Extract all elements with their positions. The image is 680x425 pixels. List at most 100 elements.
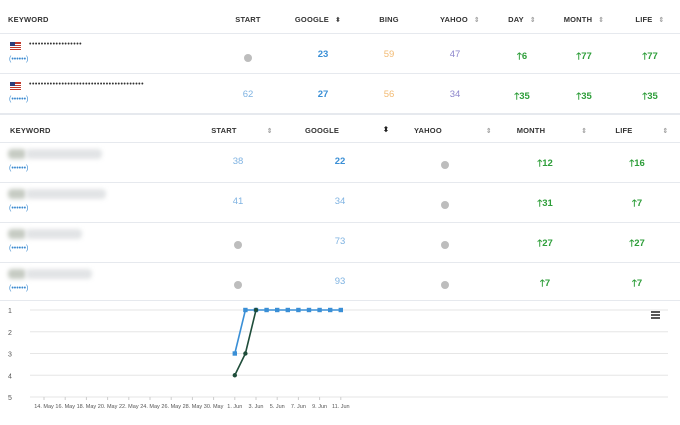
y-tick-label: 2 xyxy=(8,330,12,337)
table-row[interactable]: (••••••) 41 34 🡑31 🡑7 xyxy=(0,183,680,223)
day-change-value: 6 xyxy=(521,51,528,62)
month-change-value: 31 xyxy=(542,198,553,209)
sort-icon[interactable]: ⇕ xyxy=(485,128,492,135)
col-month[interactable]: MONTH ⇕ xyxy=(560,15,608,24)
life-change-value: 27 xyxy=(634,238,645,249)
col-month[interactable]: MONTH ⇕ xyxy=(506,126,598,135)
col-google[interactable]: GOOGLE xyxy=(300,126,344,135)
yahoo-value xyxy=(425,236,465,254)
blurred-flag xyxy=(8,269,26,279)
arrow-up-icon: 🡑 xyxy=(516,51,522,62)
sort-icon[interactable]: ⇕ xyxy=(598,17,605,24)
sort-icon[interactable]: ⬍ xyxy=(335,17,342,24)
life-change: 🡑7 xyxy=(614,276,660,292)
x-tick-label: 5. Jun xyxy=(270,404,285,410)
keyword-location[interactable]: (••••••) xyxy=(9,96,29,103)
col-start[interactable]: START ⇕ xyxy=(202,126,282,135)
google-value: 73 xyxy=(334,236,346,247)
sort-icon[interactable]: ⇕ xyxy=(662,128,669,135)
col-month-label: MONTH xyxy=(516,126,546,135)
no-rank-dot-icon xyxy=(441,161,449,169)
col-day[interactable]: DAY ⇕ xyxy=(498,15,546,24)
keyword-location[interactable]: (••••••) xyxy=(9,245,29,252)
keyword-location[interactable]: (••••••) xyxy=(9,285,29,292)
month-change: 🡑31 xyxy=(522,196,568,212)
life-change-value: 7 xyxy=(636,198,643,209)
col-life-label: LIFE xyxy=(635,15,653,24)
table-row[interactable]: (••••••) 93 🡑7 🡑7 xyxy=(0,263,680,301)
col-keyword[interactable]: KEYWORD xyxy=(10,126,51,135)
month-change-value: 27 xyxy=(542,238,553,249)
keyword-text[interactable]: ••••••••••••••••••••••••••••••••••••••• xyxy=(29,81,145,88)
start-value: 41 xyxy=(232,196,244,207)
no-rank-dot-icon xyxy=(441,201,449,209)
arrow-up-icon: 🡑 xyxy=(537,158,543,169)
x-tick-label: 7. Jun xyxy=(291,404,306,410)
sort-active-icon[interactable]: ⬍ xyxy=(382,125,390,134)
y-tick-label: 4 xyxy=(8,373,12,380)
start-value: 38 xyxy=(232,156,244,167)
y-tick-label: 5 xyxy=(8,395,12,402)
day-change: 🡑35 xyxy=(498,89,546,105)
col-keyword[interactable]: KEYWORD xyxy=(8,15,49,24)
y-tick-label: 1 xyxy=(8,308,12,315)
google-value: 34 xyxy=(334,196,346,207)
data-point xyxy=(253,307,259,313)
keyword-text[interactable]: •••••••••••••••••• xyxy=(29,41,83,48)
data-point xyxy=(243,307,248,313)
day-change-value: 35 xyxy=(519,91,530,102)
month-change-value: 12 xyxy=(542,158,553,169)
data-point xyxy=(232,351,237,356)
sort-icon[interactable]: ⇕ xyxy=(581,128,588,135)
col-yahoo[interactable]: YAHOO ⇕ xyxy=(408,126,498,135)
x-tick-label: 3. Jun xyxy=(249,404,264,410)
data-point xyxy=(243,351,248,356)
col-day-label: DAY xyxy=(508,15,524,24)
col-bing-label: BING xyxy=(379,15,399,24)
keyword-location[interactable]: (••••••) xyxy=(9,56,29,63)
yahoo-value xyxy=(425,196,465,214)
blurred-keyword xyxy=(26,229,82,239)
table-row[interactable]: (••••••) 73 🡑27 🡑27 xyxy=(0,223,680,263)
arrow-up-icon: 🡑 xyxy=(539,278,545,289)
bing-value: 59 xyxy=(383,49,395,60)
sort-icon[interactable]: ⇕ xyxy=(658,17,665,24)
arrow-up-icon: 🡑 xyxy=(642,51,648,62)
life-change-value: 16 xyxy=(634,158,645,169)
no-rank-dot-icon xyxy=(441,281,449,289)
life-change-value: 35 xyxy=(647,91,658,102)
col-life[interactable]: LIFE ⇕ xyxy=(624,15,676,24)
arrow-up-icon: 🡑 xyxy=(537,238,543,249)
day-change: 🡑6 xyxy=(498,49,546,65)
col-google[interactable]: GOOGLE ⬍ xyxy=(294,15,342,24)
arrow-up-icon: 🡑 xyxy=(642,91,648,102)
col-life[interactable]: LIFE ⇕ xyxy=(606,126,678,135)
keyword-location[interactable]: (••••••) xyxy=(9,205,29,212)
x-tick-label: 26. May xyxy=(161,404,181,410)
hamburger-icon[interactable] xyxy=(650,310,662,322)
x-tick-label: 30. May xyxy=(204,404,224,410)
table-row[interactable]: ••••••••••••••••••••••••••••••••••••••• … xyxy=(0,74,680,114)
arrow-up-icon: 🡑 xyxy=(576,91,582,102)
start-value xyxy=(218,236,258,254)
x-tick-label: 22. May xyxy=(119,404,139,410)
sort-icon[interactable]: ⇕ xyxy=(473,17,480,24)
keyword-location[interactable]: (••••••) xyxy=(9,165,29,172)
col-start-label: START xyxy=(235,15,261,24)
col-bing[interactable]: BING xyxy=(369,15,409,24)
life-change: 🡑35 xyxy=(624,89,676,105)
rank-history-chart: 1 2 3 4 5 14. May 16. May 18. May 20. May 22. May… xyxy=(0,300,680,420)
sort-icon[interactable]: ⇕ xyxy=(266,128,273,135)
table-row[interactable]: •••••••••••••••••• (••••••) 23 59 47 🡑6 … xyxy=(0,34,680,74)
month-change-value: 7 xyxy=(544,278,551,289)
table-row[interactable]: (••••••) 38 22 🡑12 🡑16 xyxy=(0,143,680,183)
blurred-keyword xyxy=(26,189,106,199)
bing-value: 56 xyxy=(383,89,395,100)
life-change: 🡑77 xyxy=(624,49,676,65)
col-start[interactable]: START xyxy=(228,15,268,24)
arrow-up-icon: 🡑 xyxy=(629,158,635,169)
col-yahoo[interactable]: YAHOO ⇕ xyxy=(430,15,490,24)
sort-icon[interactable]: ⇕ xyxy=(529,17,536,24)
google-value: 27 xyxy=(317,89,329,100)
month-change: 🡑35 xyxy=(560,89,608,105)
